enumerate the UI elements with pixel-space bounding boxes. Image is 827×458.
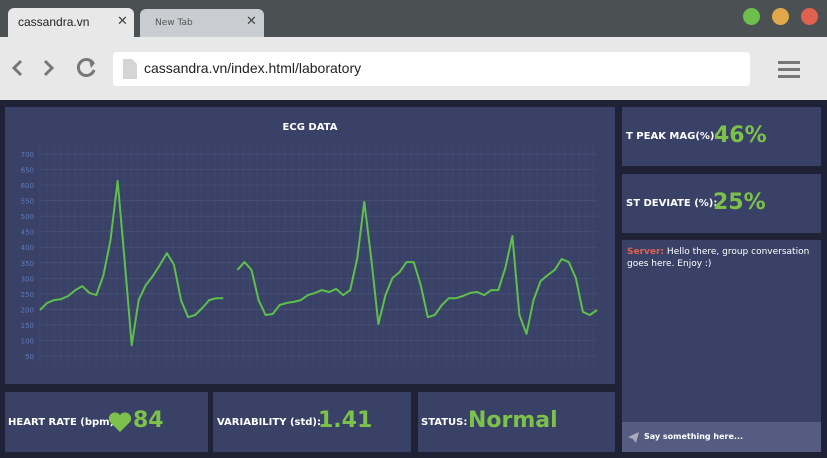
close[interactable]: ✕ [246,14,257,29]
url: cassandra.vn/index.html/laboratory [144,60,362,76]
stat-label: ST DEVIATE (%): [626,198,718,209]
page-icon [123,59,137,79]
stat-label: VARIABILITY (std): [217,417,321,428]
stat-label: HEART RATE (bpm): [8,417,119,428]
y-tick-label: 150 [21,322,34,330]
window-button[interactable] [772,8,789,25]
stat-panel: STATUS: Normal [418,392,615,452]
menu[interactable] [776,59,802,81]
y-tick-label: 100 [21,337,34,345]
window-button[interactable] [801,8,818,25]
tab-bar: cassandra.vn ✕ New Tab ✕ [0,0,827,37]
ecg-line [39,180,598,347]
y-tick-label: 550 [21,198,34,206]
chat-placeholder: Say something here... [644,432,744,441]
tab[interactable]: cassandra.vn ✕ [8,8,134,37]
y-tick-label: 200 [21,306,34,314]
stat-value: 46% [714,123,767,148]
y-tick-label: 300 [21,275,34,283]
chart: ECG DATA 50 100 150 200 250 300 350 400 450 500 55… [21,122,598,366]
chat-message: Server: Hello there, group conversation … [627,246,817,270]
stat-value: 25% [713,190,766,215]
y-tick-label: 700 [21,151,34,159]
stat-panel: HEART RATE (bpm): 84 [5,392,208,452]
y-tick-label: 650 [21,167,34,175]
stat-label: STATUS: [421,417,468,428]
tab[interactable]: New Tab ✕ [140,9,264,37]
y-tick-label: 500 [21,213,34,221]
stat-value: Normal [468,408,558,433]
y-tick-label: 450 [21,229,34,237]
stat-panel: ST DEVIATE (%): 25% [622,174,821,233]
chat-text: Hello there, group conversation goes her… [627,247,810,269]
address-bar[interactable]: cassandra.vn/index.html/laboratory [113,52,750,86]
close[interactable]: ✕ [117,14,128,29]
y-tick-label: 350 [21,260,34,268]
stat-value: 1.41 [318,408,373,433]
toolbar: cassandra.vn/index.html/laboratory [0,37,827,100]
y-tick-label: 250 [21,291,34,299]
send-icon [628,432,639,443]
chart-panel: ECG DATA 50 100 150 200 250 300 350 400 450 500 55… [5,107,615,384]
tab-title: New Tab [155,18,193,28]
stat-panel: T PEAK MAG(%): 46% [622,107,821,166]
heart-icon [108,412,132,432]
stat-value: 84 [133,408,164,433]
chat-input[interactable]: Say something here... [622,422,821,452]
chat-panel: Server: Hello there, group conversation … [622,240,821,452]
stat-label: T PEAK MAG(%): [626,131,719,142]
y-tick-label: 600 [21,182,34,190]
chat-sender: Server: [627,247,665,257]
chart-title: ECG DATA [283,122,338,133]
tab-title: cassandra.vn [18,15,90,29]
nav-buttons[interactable] [0,37,110,100]
y-tick-label: 400 [21,244,34,252]
stat-panel: VARIABILITY (std): 1.41 [213,392,411,452]
window-button[interactable] [743,8,760,25]
y-tick-label: 50 [25,353,34,361]
